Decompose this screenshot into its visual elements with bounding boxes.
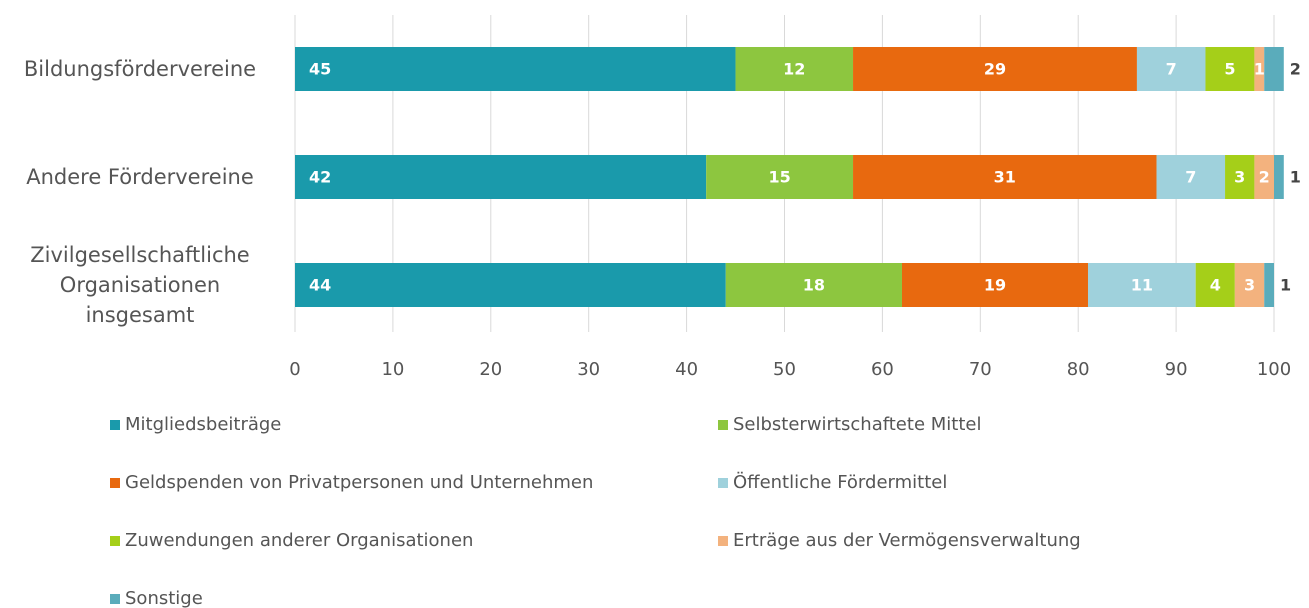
data-label: 7 <box>1185 168 1196 187</box>
legend-swatch <box>110 478 120 488</box>
x-tick-label: 60 <box>871 359 894 380</box>
x-tick-label: 50 <box>773 359 796 380</box>
data-label: 3 <box>1234 168 1245 187</box>
legend-swatch <box>110 594 120 604</box>
bar-segment <box>1156 155 1226 199</box>
category-label: Zivilgesellschaftliche Organisationen in… <box>30 243 250 327</box>
bar-segment <box>1234 263 1265 307</box>
data-label: 2 <box>1259 168 1270 187</box>
bar-segment <box>1274 155 1284 199</box>
data-label: 5 <box>1224 60 1235 79</box>
bar-segment <box>1264 263 1274 307</box>
data-label: 31 <box>994 168 1016 187</box>
x-tick-label: 40 <box>675 359 698 380</box>
data-label: 18 <box>803 276 825 295</box>
x-tick-label: 0 <box>289 359 300 380</box>
data-label: 11 <box>1131 276 1153 295</box>
data-label: 12 <box>783 60 805 79</box>
legend-label: Sonstige <box>125 588 203 608</box>
category-label: Andere Fördervereine <box>26 165 254 189</box>
data-label: 19 <box>984 276 1006 295</box>
bar-segment <box>1254 155 1274 199</box>
legend-label: Selbsterwirtschaftete Mittel <box>733 414 981 435</box>
legend-label: Mitgliedsbeiträge <box>125 414 281 435</box>
data-label: 3 <box>1244 276 1255 295</box>
data-label: 1 <box>1280 276 1291 295</box>
legend-label: Öffentliche Fördermittel <box>733 471 947 493</box>
x-tick-label: 90 <box>1165 359 1188 380</box>
legend-label: Erträge aus der Vermögensverwaltung <box>733 530 1081 551</box>
bar-segment <box>295 47 736 91</box>
data-label: 15 <box>768 168 790 187</box>
x-tick-label: 20 <box>479 359 502 380</box>
legend-swatch <box>718 536 728 546</box>
bar-segment <box>1264 47 1284 91</box>
bar-segment <box>1136 47 1206 91</box>
legend-swatch <box>718 478 728 488</box>
bar-segment <box>901 263 1088 307</box>
data-label: 42 <box>309 168 331 187</box>
data-label: 1 <box>1254 60 1265 79</box>
legend-swatch <box>110 420 120 430</box>
x-tick-label: 30 <box>577 359 600 380</box>
bar-segment <box>1087 263 1196 307</box>
data-label: 4 <box>1210 276 1221 295</box>
x-tick-label: 10 <box>381 359 404 380</box>
bar-segment <box>1254 47 1265 91</box>
x-tick-label: 70 <box>969 359 992 380</box>
bar-segment <box>706 155 854 199</box>
bar-segment <box>853 47 1137 91</box>
bar-segment <box>725 263 902 307</box>
bar-segment <box>853 155 1157 199</box>
legend-label: Geldspenden von Privatpersonen und Unter… <box>125 472 593 493</box>
bar-segment <box>295 263 726 307</box>
bar-segment <box>1205 47 1255 91</box>
category-label: Bildungsfördervereine <box>23 57 257 81</box>
data-label: 29 <box>984 60 1006 79</box>
data-label: 7 <box>1166 60 1177 79</box>
x-tick-label: 100 <box>1257 359 1291 380</box>
data-label: 44 <box>309 276 331 295</box>
data-label: 2 <box>1290 60 1301 79</box>
data-label: 1 <box>1290 168 1301 187</box>
bar-segment <box>295 155 707 199</box>
bar-segment <box>1225 155 1255 199</box>
data-label: 45 <box>309 60 331 79</box>
bar-segment <box>735 47 854 91</box>
legend-label: Zuwendungen anderer Organisationen <box>125 530 473 551</box>
legend-swatch <box>718 420 728 430</box>
legend-swatch <box>110 536 120 546</box>
bar-segment <box>1195 263 1235 307</box>
x-tick-label: 80 <box>1067 359 1090 380</box>
